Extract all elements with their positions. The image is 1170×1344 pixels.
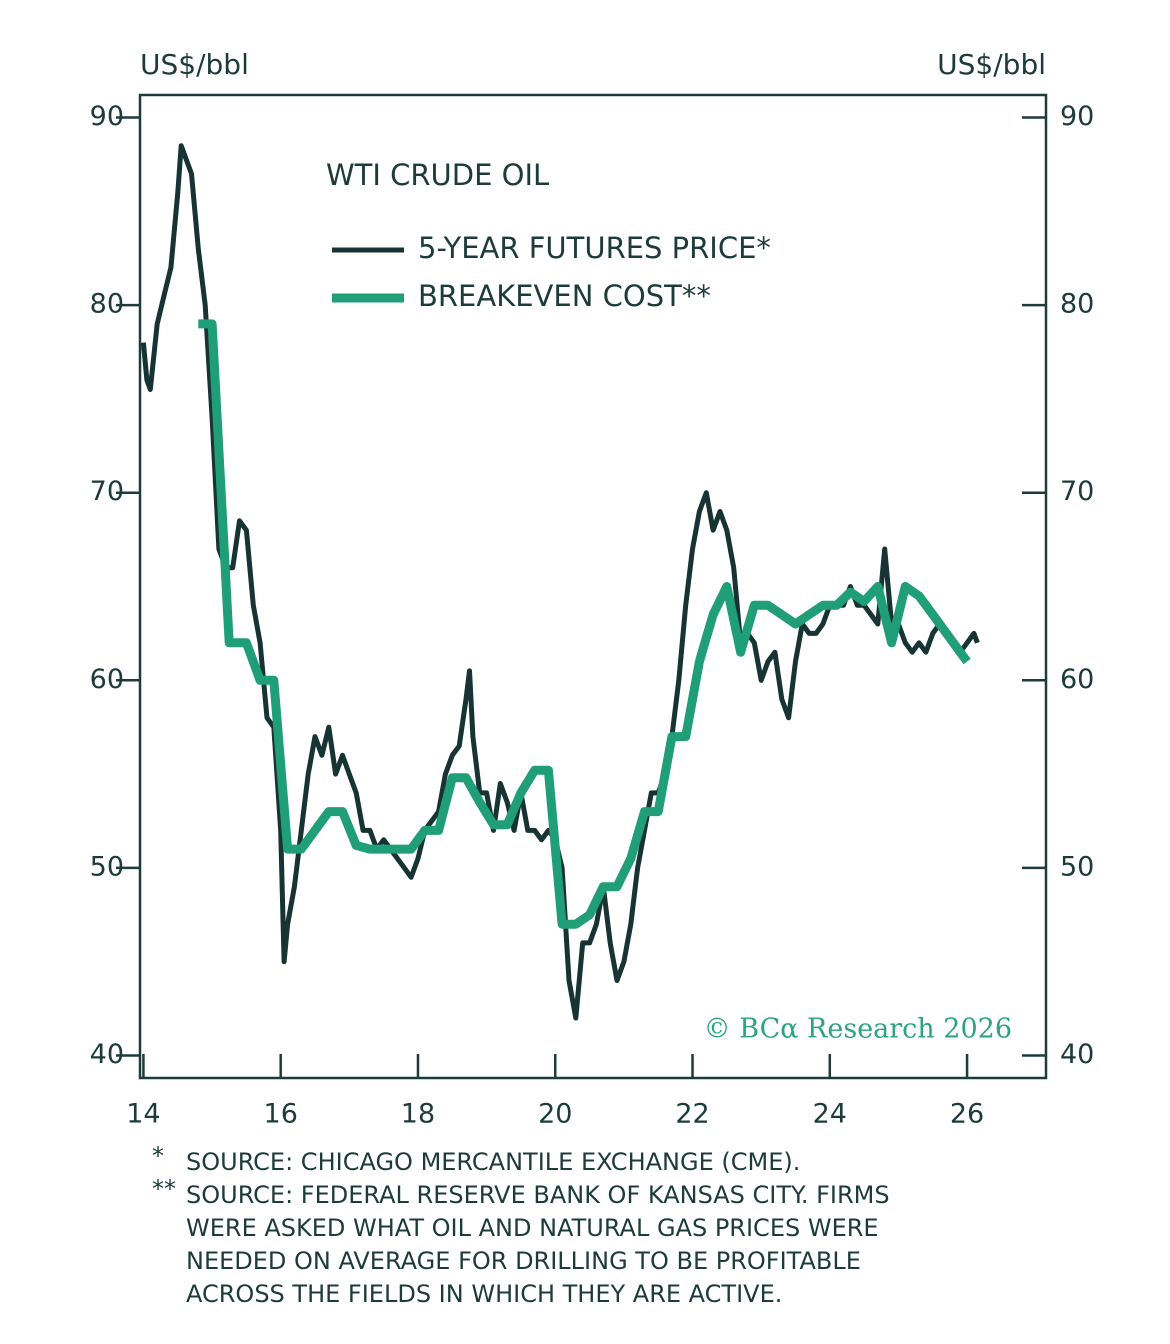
- note-line: SOURCE: FEDERAL RESERVE BANK OF KANSAS C…: [186, 1181, 890, 1209]
- y2-tick-label: 50: [1060, 851, 1094, 882]
- chart-title: WTI CRUDE OIL: [326, 158, 549, 192]
- y2-axis-label: US$/bbl: [937, 48, 1046, 81]
- legend-label: BREAKEVEN COST**: [418, 279, 711, 313]
- x-tick-label: 22: [675, 1099, 709, 1130]
- x-tick-label: 18: [401, 1099, 435, 1130]
- x-tick-label: 14: [126, 1099, 160, 1130]
- plot-frame: [138, 93, 1048, 1080]
- y2-tick-label: 70: [1060, 476, 1094, 507]
- note-marker: *: [152, 1142, 164, 1170]
- y2-tick-label: 90: [1060, 101, 1094, 132]
- y2-tick-label: 40: [1060, 1039, 1094, 1070]
- y-tick-label: 60: [90, 664, 124, 695]
- x-tick-label: 26: [950, 1099, 984, 1130]
- x-tick-label: 24: [813, 1099, 847, 1130]
- note-line: WERE ASKED WHAT OIL AND NATURAL GAS PRIC…: [186, 1214, 879, 1242]
- y-tick-label: 70: [90, 476, 124, 507]
- note-line: SOURCE: CHICAGO MERCANTILE EXCHANGE (CME…: [186, 1148, 800, 1176]
- x-tick-label: 16: [264, 1099, 298, 1130]
- y-tick-label: 80: [90, 289, 124, 320]
- y-tick-label: 90: [90, 101, 124, 132]
- copyright: © BCα Research 2026: [704, 1014, 1012, 1045]
- y-tick-label: 40: [90, 1039, 124, 1070]
- legend-label: 5-YEAR FUTURES PRICE*: [418, 231, 771, 265]
- y2-tick-label: 80: [1060, 289, 1094, 320]
- y-tick-label: 50: [90, 851, 124, 882]
- y2-tick-label: 60: [1060, 664, 1094, 695]
- series-line: [198, 319, 971, 929]
- note-line: ACROSS THE FIELDS IN WHICH THEY ARE ACTI…: [186, 1280, 782, 1308]
- x-tick-label: 20: [538, 1099, 572, 1130]
- note-line: NEEDED ON AVERAGE FOR DRILLING TO BE PRO…: [186, 1247, 861, 1275]
- note-marker: **: [152, 1175, 176, 1203]
- y-axis-label: US$/bbl: [140, 48, 249, 81]
